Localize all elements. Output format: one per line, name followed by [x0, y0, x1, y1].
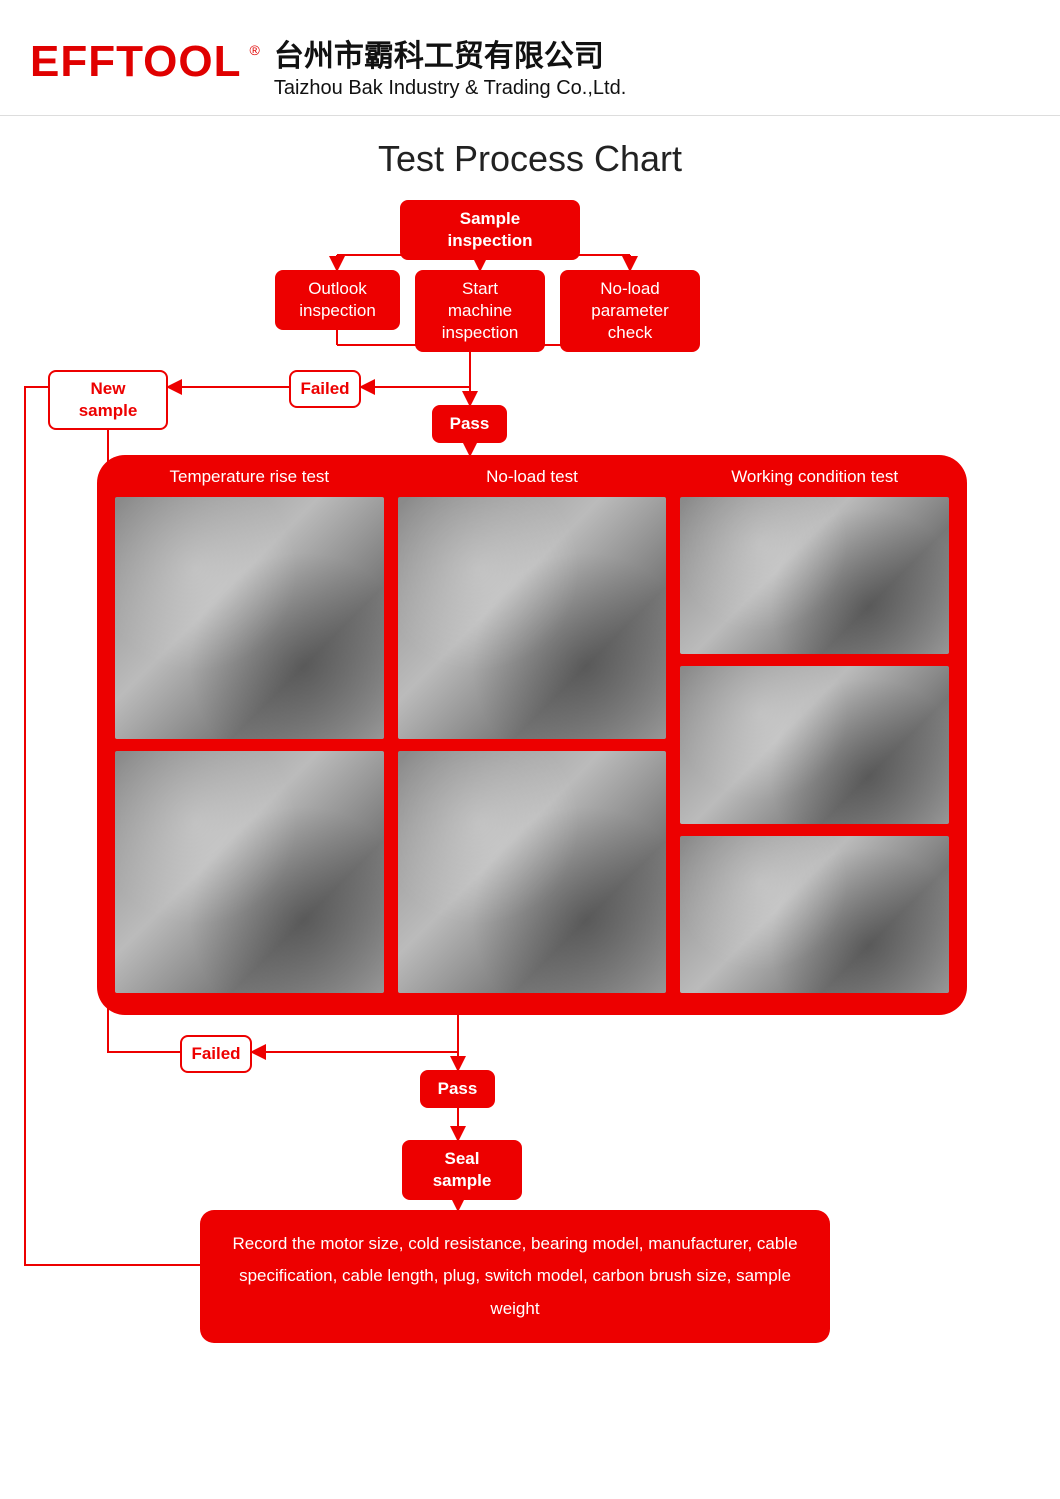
node-sample-inspection: Sample inspection [400, 200, 580, 260]
company-block: 台州市霸科工贸有限公司 Taizhou Bak Industry & Tradi… [274, 40, 626, 100]
photo-placeholder [680, 497, 949, 654]
tests-panel: Temperature rise test No-load test Working… [97, 455, 967, 1015]
node-pass2: Pass [420, 1070, 495, 1108]
node-failed2: Failed [180, 1035, 252, 1073]
node-seal: Seal sample [402, 1140, 522, 1200]
node-outlook: Outlook inspection [275, 270, 400, 330]
node-failed1: Failed [289, 370, 361, 408]
photo-placeholder [398, 497, 667, 739]
photo-placeholder [680, 836, 949, 993]
panel-label-0: Temperature rise test [115, 467, 384, 489]
node-noload-param: No-load parameter check [560, 270, 700, 352]
photo-placeholder [680, 666, 949, 823]
photo-placeholder [398, 751, 667, 993]
panel-label-1: No-load test [398, 467, 667, 489]
company-name-cn: 台州市霸科工贸有限公司 [274, 40, 626, 73]
panel-label-2: Working condition test [680, 467, 949, 489]
brand-logo: EFFTOOL [30, 40, 242, 84]
flowchart-canvas: Sample inspectionOutlook inspectionStart… [0, 180, 1060, 1490]
record-box: Record the motor size, cold resistance, … [200, 1210, 830, 1343]
node-pass1: Pass [432, 405, 507, 443]
photo-placeholder [115, 751, 384, 993]
registered-mark: ® [250, 42, 260, 58]
node-new-sample: New sample [48, 370, 168, 430]
panel-col-2 [680, 497, 949, 993]
photo-placeholder [115, 497, 384, 739]
panel-col-0 [115, 497, 384, 993]
page-header: EFFTOOL ® 台州市霸科工贸有限公司 Taizhou Bak Indust… [0, 0, 1060, 116]
panel-col-1 [398, 497, 667, 993]
page-title: Test Process Chart [0, 138, 1060, 180]
node-start-machine: Start machine inspection [415, 270, 545, 352]
company-name-en: Taizhou Bak Industry & Trading Co.,Ltd. [274, 77, 626, 100]
